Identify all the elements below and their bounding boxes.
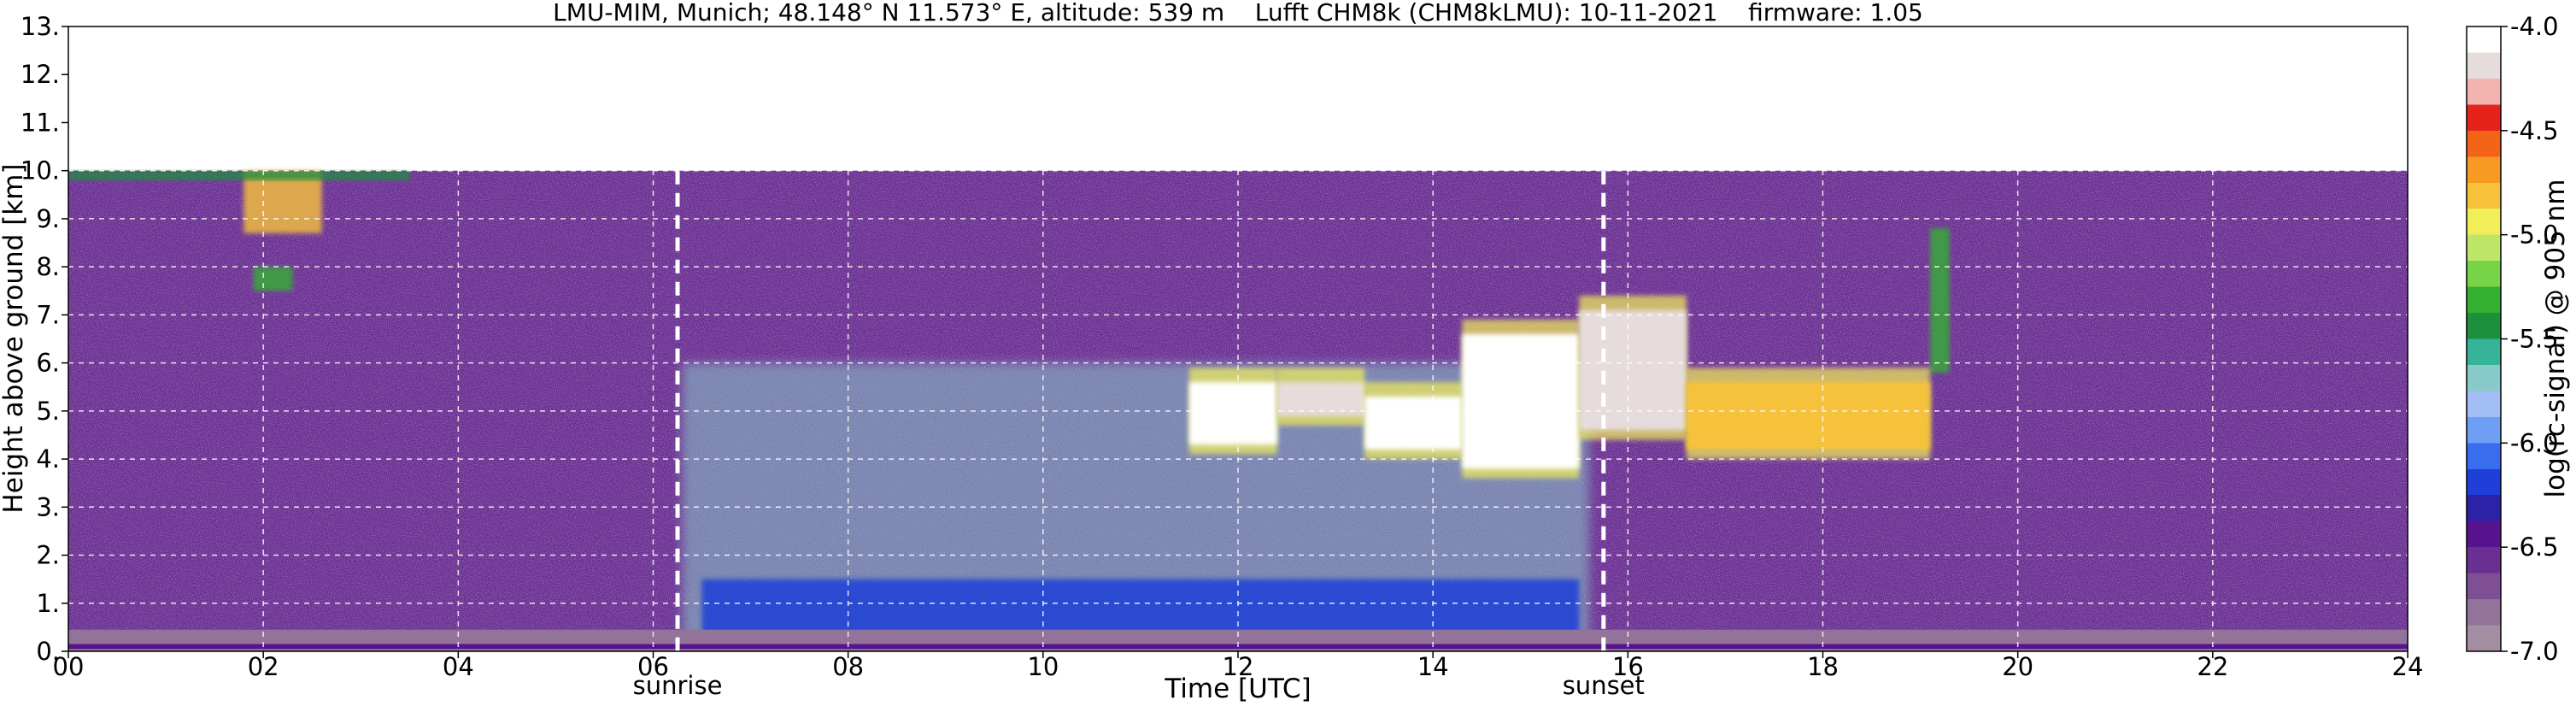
x-tick-label: 06 — [637, 652, 669, 681]
marker-label-sunrise: sunrise — [633, 671, 723, 700]
x-tick-label: 04 — [443, 652, 474, 681]
x-axis: 00 02 04 06 08 10 12 14 16 18 20 22 24 — [53, 651, 2424, 681]
y-tick-label: 4. — [36, 444, 60, 474]
colorbar-tick-label: -4.0 — [2510, 12, 2559, 41]
colorbar-ticks: -7.0 -6.5 -6.0 -5.5 -5.0 -4.5 -4.0 — [2501, 12, 2559, 666]
cloud-segment — [1579, 309, 1687, 431]
x-tick-label: 20 — [2002, 652, 2033, 681]
high-cloud-fragment — [244, 170, 322, 233]
x-tick-label: 18 — [1807, 652, 1839, 681]
x-tick-label: 22 — [2197, 652, 2228, 681]
cloud-segment — [1462, 333, 1580, 469]
y-tick-label: 0. — [36, 637, 60, 666]
x-tick-label: 10 — [1027, 652, 1059, 681]
y-tick-label: 12. — [21, 60, 60, 89]
colorbar-tick-label: -6.5 — [2510, 532, 2559, 562]
y-tick-label: 6. — [36, 349, 60, 378]
high-cloud-fragment — [253, 267, 293, 291]
cloud-segment — [1686, 382, 1930, 450]
high-cloud-fragment — [1929, 228, 1950, 373]
plot-area — [67, 26, 2409, 652]
y-axis: 0. 1. 2. 3. 4. 5. 6. 7. 8. 9. 10. 11. 12. 13. — [21, 12, 68, 666]
y-tick-label: 8. — [36, 252, 60, 281]
colorbar-title: log(rc-signal) @ 905 nm — [2540, 179, 2571, 497]
y-axis-title: Height above ground [km] — [0, 163, 29, 513]
colorbar-gradient — [2466, 26, 2502, 652]
cloud-segment — [1364, 396, 1463, 450]
y-tick-label: 3. — [36, 492, 60, 521]
y-tick-label: 11. — [21, 108, 60, 137]
y-tick-label: 2. — [36, 541, 60, 570]
cloud-segment — [1276, 382, 1365, 416]
high-cloud-fragment — [68, 170, 410, 180]
marker-label-sunset: sunset — [1563, 671, 1645, 700]
day-night-markers — [675, 170, 1606, 651]
x-tick-label: 14 — [1417, 652, 1449, 681]
colorbar: -7.0 -6.5 -6.0 -5.5 -5.0 -4.5 -4.0 log(rc-sign… — [2466, 12, 2571, 666]
colorbar-tick-label: -7.0 — [2510, 637, 2559, 666]
x-tick-label: 00 — [53, 652, 85, 681]
x-tick-label: 16 — [1612, 652, 1644, 681]
gridlines — [68, 26, 2408, 651]
y-tick-label: 13. — [21, 12, 60, 41]
colorbar-tick-label: -6.0 — [2510, 428, 2559, 457]
y-tick-label: 5. — [36, 397, 60, 426]
x-tick-label: 08 — [832, 652, 864, 681]
x-axis-title: Time [UTC] — [1164, 674, 1311, 704]
x-tick-label: 02 — [248, 652, 279, 681]
colorbar-tick-label: -5.5 — [2510, 325, 2559, 354]
y-tick-label: 1. — [36, 589, 60, 618]
chart-title: LMU-MIM, Munich; 48.148° N 11.573° E, al… — [553, 0, 1923, 26]
x-tick-label: 24 — [2392, 652, 2424, 681]
colorbar-tick-label: -4.5 — [2510, 116, 2559, 145]
y-tick-label: 7. — [36, 300, 60, 329]
y-tick-label: 10. — [21, 156, 60, 185]
colorbar-tick-label: -5.0 — [2510, 221, 2559, 250]
x-tick-label: 12 — [1223, 652, 1254, 681]
y-tick-label: 9. — [36, 204, 60, 233]
cloud-segment — [1188, 382, 1277, 445]
